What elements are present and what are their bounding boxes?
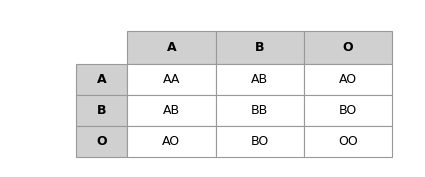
Text: AB: AB (251, 73, 268, 86)
Text: AA: AA (163, 73, 180, 86)
Bar (127, 64, 215, 95)
Text: BB: BB (251, 104, 268, 117)
Bar (215, 31, 304, 64)
Text: AO: AO (162, 135, 181, 148)
Text: AB: AB (163, 104, 180, 117)
Text: A: A (167, 41, 176, 54)
Text: O: O (96, 135, 107, 148)
Bar (304, 64, 392, 95)
Bar (76, 126, 127, 157)
Text: AO: AO (339, 73, 357, 86)
Bar (215, 64, 304, 95)
Bar (127, 95, 215, 126)
Bar (76, 64, 127, 95)
Bar (215, 126, 304, 157)
Bar (76, 95, 127, 126)
Bar (304, 126, 392, 157)
Text: OO: OO (338, 135, 358, 148)
Bar (304, 31, 392, 64)
Text: BO: BO (339, 104, 357, 117)
Bar (304, 95, 392, 126)
Text: A: A (97, 73, 107, 86)
Text: BO: BO (250, 135, 269, 148)
Bar (127, 31, 215, 64)
Bar (127, 126, 215, 157)
Text: B: B (97, 104, 106, 117)
Bar (215, 95, 304, 126)
Text: O: O (343, 41, 353, 54)
Bar (76, 31, 127, 64)
Text: B: B (255, 41, 264, 54)
